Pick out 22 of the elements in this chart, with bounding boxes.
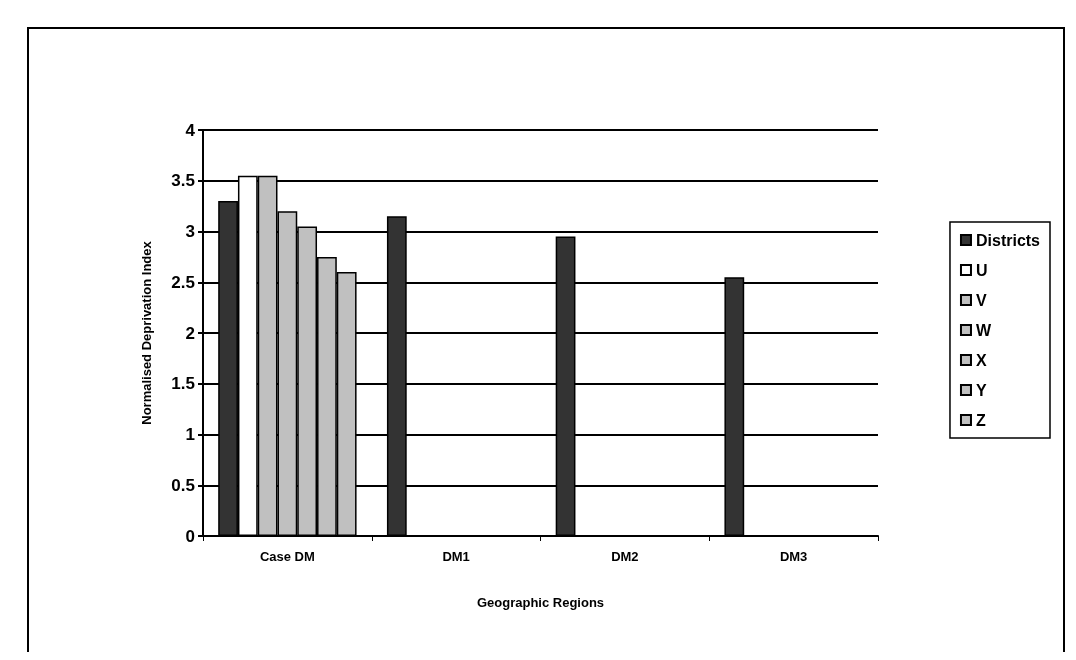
legend-label: V [975, 291, 987, 309]
y-tick-label: 2 [185, 323, 195, 343]
legend-label: Z [975, 411, 986, 429]
y-tick-label: 3.5 [171, 171, 195, 191]
legend-label: X [975, 351, 987, 369]
legend-label: Districts [975, 231, 1041, 249]
y-tick-label: 3 [185, 222, 195, 241]
y-tick-label: 2.5 [171, 272, 195, 292]
y-tick-label: 0.5 [171, 475, 195, 495]
y-tick-label: 0 [185, 526, 195, 546]
y-tick-label: 1.5 [171, 374, 195, 394]
legend-label: Y [975, 381, 987, 399]
x-tick-label: DM2 [611, 549, 639, 564]
x-tick-label: DM1 [442, 549, 470, 564]
x-axis-title: Geographic Regions [476, 595, 605, 610]
legend-label: W [975, 321, 992, 339]
y-tick-label: 1 [185, 425, 195, 444]
y-tick-label: 4 [185, 120, 196, 140]
x-tick-label: Case DM [259, 549, 315, 564]
legend-label: U [975, 261, 988, 279]
x-tick-label: DM3 [779, 549, 808, 564]
y-axis-title: Normalised Deprivation Index [139, 240, 154, 425]
